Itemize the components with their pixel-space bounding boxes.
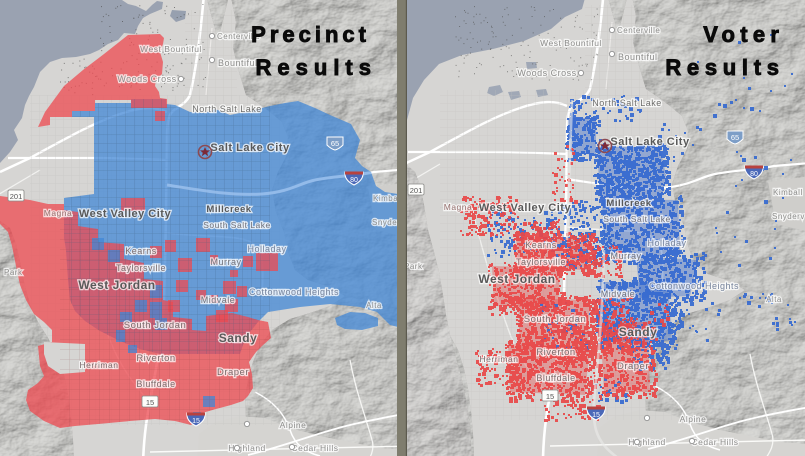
- svg-text:Kimball: Kimball: [373, 194, 403, 203]
- svg-text:Herriman: Herriman: [80, 360, 119, 370]
- svg-text:Cottonwood Heights: Cottonwood Heights: [249, 287, 339, 297]
- svg-text:Murray: Murray: [210, 257, 241, 267]
- svg-text:Salt Lake City: Salt Lake City: [210, 142, 290, 154]
- svg-text:Centerville: Centerville: [617, 26, 660, 35]
- svg-text:Salt Lake City: Salt Lake City: [610, 136, 690, 148]
- svg-text:Sandy: Sandy: [619, 325, 658, 339]
- svg-text:Taylorsville: Taylorsville: [516, 257, 566, 267]
- svg-text:Snyderv: Snyderv: [772, 212, 805, 221]
- svg-text:Precinct: Precinct: [251, 22, 370, 47]
- svg-text:Midvale: Midvale: [601, 289, 636, 299]
- svg-text:Cedar Hills: Cedar Hills: [691, 437, 738, 447]
- svg-text:South Jordan: South Jordan: [124, 320, 187, 331]
- svg-text:West Valley City: West Valley City: [479, 202, 572, 214]
- svg-text:South Salt Lake: South Salt Lake: [203, 220, 271, 230]
- svg-text:Bluffdale: Bluffdale: [536, 373, 575, 383]
- svg-text:Herriman: Herriman: [480, 354, 519, 364]
- svg-text:Alpine: Alpine: [280, 420, 307, 430]
- svg-text:North Salt Lake: North Salt Lake: [592, 98, 662, 108]
- svg-text:80: 80: [750, 171, 758, 178]
- svg-text:Alpine: Alpine: [680, 414, 707, 424]
- svg-text:201: 201: [410, 186, 423, 195]
- svg-text:Riverton: Riverton: [536, 347, 575, 358]
- svg-text:80: 80: [350, 177, 358, 184]
- svg-text:South Jordan: South Jordan: [524, 314, 587, 325]
- svg-text:Centerville: Centerville: [217, 32, 260, 41]
- svg-text:Bountiful: Bountiful: [618, 52, 658, 62]
- svg-text:65: 65: [731, 133, 739, 142]
- svg-text:Kimball: Kimball: [773, 188, 803, 197]
- svg-text:South Salt Lake: South Salt Lake: [603, 214, 671, 224]
- svg-text:Park: Park: [404, 262, 423, 271]
- svg-text:Voter: Voter: [703, 22, 784, 47]
- svg-text:Midvale: Midvale: [201, 295, 236, 305]
- svg-text:Alta: Alta: [766, 295, 782, 304]
- svg-text:Results: Results: [256, 55, 377, 80]
- svg-text:65: 65: [331, 139, 339, 148]
- svg-text:15: 15: [592, 412, 600, 419]
- svg-text:Woods Cross: Woods Cross: [517, 68, 576, 78]
- svg-text:Holladay: Holladay: [247, 244, 286, 254]
- svg-text:15: 15: [146, 398, 154, 407]
- svg-text:Magna: Magna: [444, 202, 473, 212]
- svg-text:Kearns: Kearns: [525, 240, 557, 250]
- svg-text:West Bountiful: West Bountiful: [140, 44, 202, 54]
- svg-text:Kearns: Kearns: [125, 246, 157, 256]
- svg-text:West Jordan: West Jordan: [478, 272, 555, 286]
- svg-text:Bountiful: Bountiful: [218, 58, 258, 68]
- svg-text:201: 201: [10, 192, 23, 201]
- svg-text:Bluffdale: Bluffdale: [136, 379, 175, 389]
- svg-text:Riverton: Riverton: [136, 353, 175, 364]
- svg-text:Highland: Highland: [628, 437, 666, 447]
- svg-text:Cedar Hills: Cedar Hills: [291, 443, 338, 453]
- svg-text:Holladay: Holladay: [647, 238, 686, 248]
- svg-text:Sandy: Sandy: [219, 331, 258, 345]
- svg-text:Millcreek: Millcreek: [606, 198, 651, 209]
- svg-text:West Jordan: West Jordan: [78, 278, 155, 292]
- svg-text:North Salt Lake: North Salt Lake: [192, 104, 262, 114]
- svg-text:Woods Cross: Woods Cross: [117, 74, 176, 84]
- svg-text:West Valley City: West Valley City: [79, 208, 172, 220]
- svg-text:Millcreek: Millcreek: [206, 204, 251, 215]
- svg-text:Magna: Magna: [44, 208, 73, 218]
- svg-text:Alta: Alta: [366, 301, 382, 310]
- svg-text:Murray: Murray: [610, 251, 641, 261]
- svg-text:15: 15: [546, 392, 554, 401]
- svg-text:Highland: Highland: [228, 443, 266, 453]
- svg-text:Draper: Draper: [217, 367, 249, 378]
- svg-text:Draper: Draper: [617, 361, 649, 372]
- svg-text:Snyderv: Snyderv: [372, 218, 405, 227]
- svg-text:Cottonwood Heights: Cottonwood Heights: [649, 281, 739, 291]
- svg-text:West Bountiful: West Bountiful: [540, 38, 602, 48]
- svg-text:Taylorsville: Taylorsville: [116, 263, 166, 273]
- svg-text:15: 15: [192, 418, 200, 425]
- svg-text:Park: Park: [4, 268, 23, 277]
- svg-text:Results: Results: [665, 55, 784, 80]
